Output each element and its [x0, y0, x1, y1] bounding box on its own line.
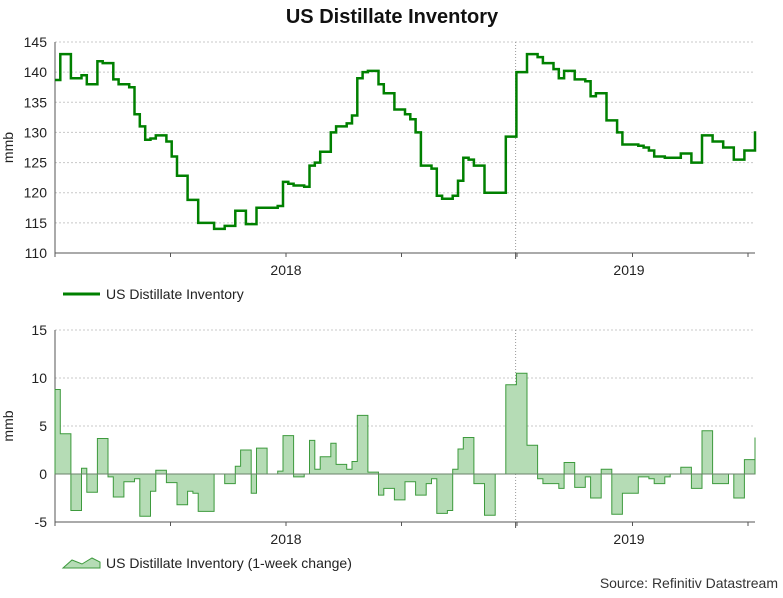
legend-top: US Distillate Inventory: [63, 286, 244, 302]
legend-area-swatch: [63, 558, 100, 568]
y-tick-label: 120: [24, 185, 48, 201]
inventory-series-line: [55, 54, 755, 229]
inventory-panel: 110 115 120 125 130 135 140 145 2018 2019 mmb: [0, 34, 755, 278]
y-tick-label: 125: [24, 155, 48, 171]
x-tick-label: 2019: [613, 531, 644, 547]
weekly-change-area: [55, 373, 755, 516]
x-tick-label: 2018: [270, 262, 301, 278]
y-tick-label: -5: [35, 514, 48, 530]
y-tick-label: 15: [31, 322, 47, 338]
y-tick-label: 130: [24, 124, 48, 140]
weekly-change-panel: -5 0 5 10 15 2018 2019 mmb: [0, 322, 755, 547]
source-note: Source: Refinitiv Datastream: [600, 575, 778, 591]
legend-bottom: US Distillate Inventory (1-week change): [63, 555, 352, 571]
x-tick-label: 2019: [613, 262, 644, 278]
y-tick-label: 10: [31, 370, 47, 386]
legend-top-label: US Distillate Inventory: [106, 286, 244, 302]
y-tick-label: 0: [39, 466, 47, 482]
y-tick-label: 115: [25, 215, 48, 231]
y-tick-label: 145: [24, 34, 48, 50]
x-tick-label: 2018: [270, 531, 301, 547]
chart-title: US Distillate Inventory: [286, 6, 499, 28]
y-axis-title: mmb: [0, 132, 16, 163]
y-tick-label: 5: [39, 418, 47, 434]
legend-bottom-label: US Distillate Inventory (1-week change): [106, 555, 352, 571]
y-axis-title: mmb: [0, 410, 16, 441]
y-tick-label: 110: [25, 245, 48, 261]
y-tick-label: 140: [24, 64, 48, 80]
y-tick-label: 135: [24, 94, 48, 110]
